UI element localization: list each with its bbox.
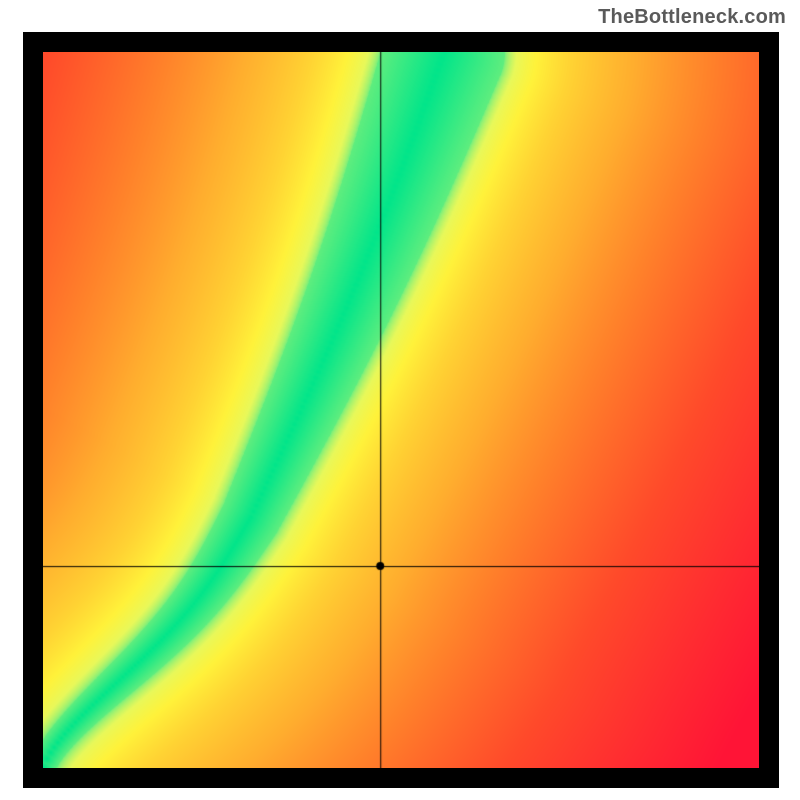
image-container: TheBottleneck.com	[0, 0, 800, 800]
watermark-text: TheBottleneck.com	[598, 6, 786, 29]
crosshair-overlay	[43, 52, 759, 768]
